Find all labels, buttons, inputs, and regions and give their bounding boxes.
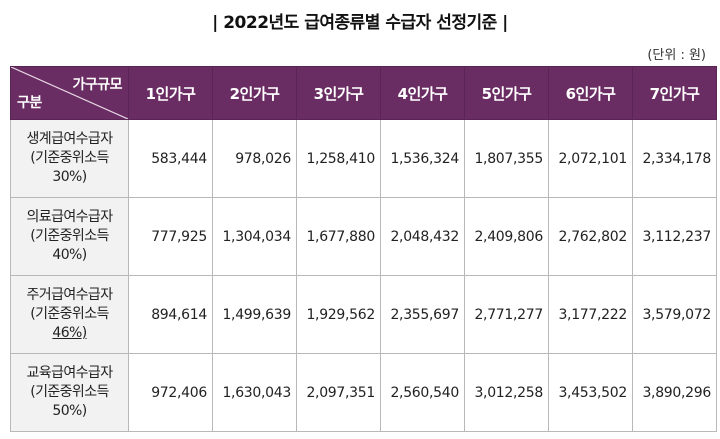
row-label-line: (기준중위소득 [30,150,109,166]
row-label-line: (기준중위소득 [30,228,109,244]
row-label-medical: 의료급여수급자 (기준중위소득 40%) [10,197,129,276]
header-row: 가구규모 구분 1인가구 2인가구 3인가구 4인가구 5인가구 6인가구 7인… [10,66,717,120]
criteria-table: 가구규모 구분 1인가구 2인가구 3인가구 4인가구 5인가구 6인가구 7인… [10,66,717,432]
table-cell: 1,536,324 [380,119,465,198]
table-cell: 3,112,237 [632,197,717,276]
row-label-line: 40%) [52,247,87,263]
table-cell: 2,048,432 [380,197,465,276]
table-cell: 1,677,880 [296,197,381,276]
table-cell: 583,444 [128,119,213,198]
table-cell: 2,334,178 [632,119,717,198]
table-cell: 3,453,502 [548,353,633,432]
table-cell: 2,097,351 [296,353,381,432]
table-cell: 1,929,562 [296,275,381,354]
unit-note: (단위 : 원) [647,48,706,63]
header-corner-household-size: 가구규모 [72,77,122,93]
row-label-education: 교육급여수급자 (기준중위소득 50%) [10,353,129,432]
table-cell: 2,560,540 [380,353,465,432]
table-row: 교육급여수급자 (기준중위소득 50%) 972,406 1,630,043 2… [10,353,717,432]
row-label-line: 50%) [52,403,87,419]
table-cell: 894,614 [128,275,213,354]
table-cell: 3,579,072 [632,275,717,354]
column-header: 3인가구 [296,66,381,120]
row-label-line: 교육급여수급자 [26,365,114,381]
table-cell: 777,925 [128,197,213,276]
column-header: 1인가구 [128,66,213,120]
page-title: | 2022년도 급여종류별 수급자 선정기준 | [212,13,508,33]
table-cell: 1,499,639 [212,275,297,354]
table-cell: 1,304,034 [212,197,297,276]
row-label-line: 의료급여수급자 [26,209,114,225]
column-header: 6인가구 [548,66,633,120]
header-corner-cell: 가구규모 구분 [10,66,129,120]
row-label-line: 생계급여수급자 [26,131,114,147]
column-header: 7인가구 [632,66,717,120]
table-cell: 2,409,806 [464,197,549,276]
table-cell: 2,762,802 [548,197,633,276]
column-header: 4인가구 [380,66,465,120]
table-cell: 3,012,258 [464,353,549,432]
row-label-housing: 주거급여수급자 (기준중위소득 46%) [10,275,129,354]
column-header: 2인가구 [212,66,297,120]
table-cell: 2,072,101 [548,119,633,198]
table-cell: 1,807,355 [464,119,549,198]
diagonal-divider [11,67,128,119]
table-cell: 2,355,697 [380,275,465,354]
row-label-line: 46%) [52,325,87,341]
table-cell: 2,771,277 [464,275,549,354]
row-label-line: (기준중위소득 [30,306,109,322]
row-label-line: 주거급여수급자 [26,287,114,303]
table-cell: 978,026 [212,119,297,198]
row-label-livelihood: 생계급여수급자 (기준중위소득 30%) [10,119,129,198]
row-label-line: (기준중위소득 [30,384,109,400]
table-row: 생계급여수급자 (기준중위소득 30%) 583,444 978,026 1,2… [10,119,717,198]
row-label-line: 30%) [52,169,87,185]
table-row: 주거급여수급자 (기준중위소득 46%) 894,614 1,499,639 1… [10,275,717,354]
table-cell: 1,258,410 [296,119,381,198]
header-corner-category: 구분 [17,95,42,111]
table-cell: 1,630,043 [212,353,297,432]
table-cell: 972,406 [128,353,213,432]
table-cell: 3,890,296 [632,353,717,432]
column-header: 5인가구 [464,66,549,120]
table-row: 의료급여수급자 (기준중위소득 40%) 777,925 1,304,034 1… [10,197,717,276]
table-cell: 3,177,222 [548,275,633,354]
